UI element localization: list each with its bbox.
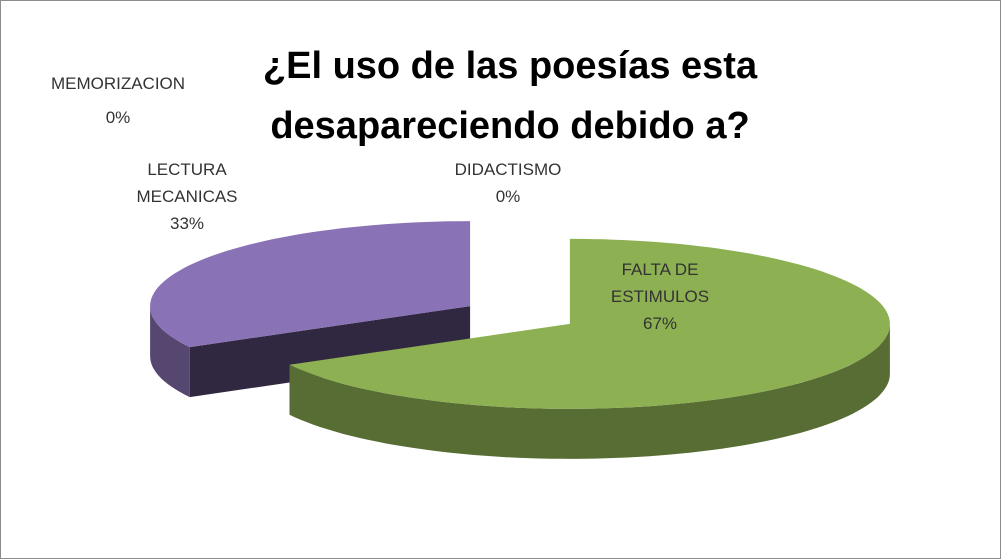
slice-side bbox=[189, 306, 471, 398]
slice-wall bbox=[150, 306, 190, 398]
slice bbox=[289, 238, 890, 409]
data-label-value: 0% bbox=[495, 187, 521, 206]
slice bbox=[150, 221, 471, 348]
chart-title: ¿El uso de las poesías esta desaparecien… bbox=[262, 45, 758, 147]
data-label-value: 33% bbox=[169, 214, 205, 233]
data-label-value: 0% bbox=[105, 108, 131, 127]
data-label: DIDACTISMO bbox=[454, 160, 562, 179]
slice-wall bbox=[289, 323, 890, 459]
data-label-value: 67% bbox=[642, 314, 678, 333]
data-label: MEMORIZACION bbox=[50, 74, 186, 93]
data-label: LECTURA MECANICAS bbox=[136, 160, 238, 206]
data-label: FALTA DE ESTIMULOS bbox=[610, 260, 710, 306]
